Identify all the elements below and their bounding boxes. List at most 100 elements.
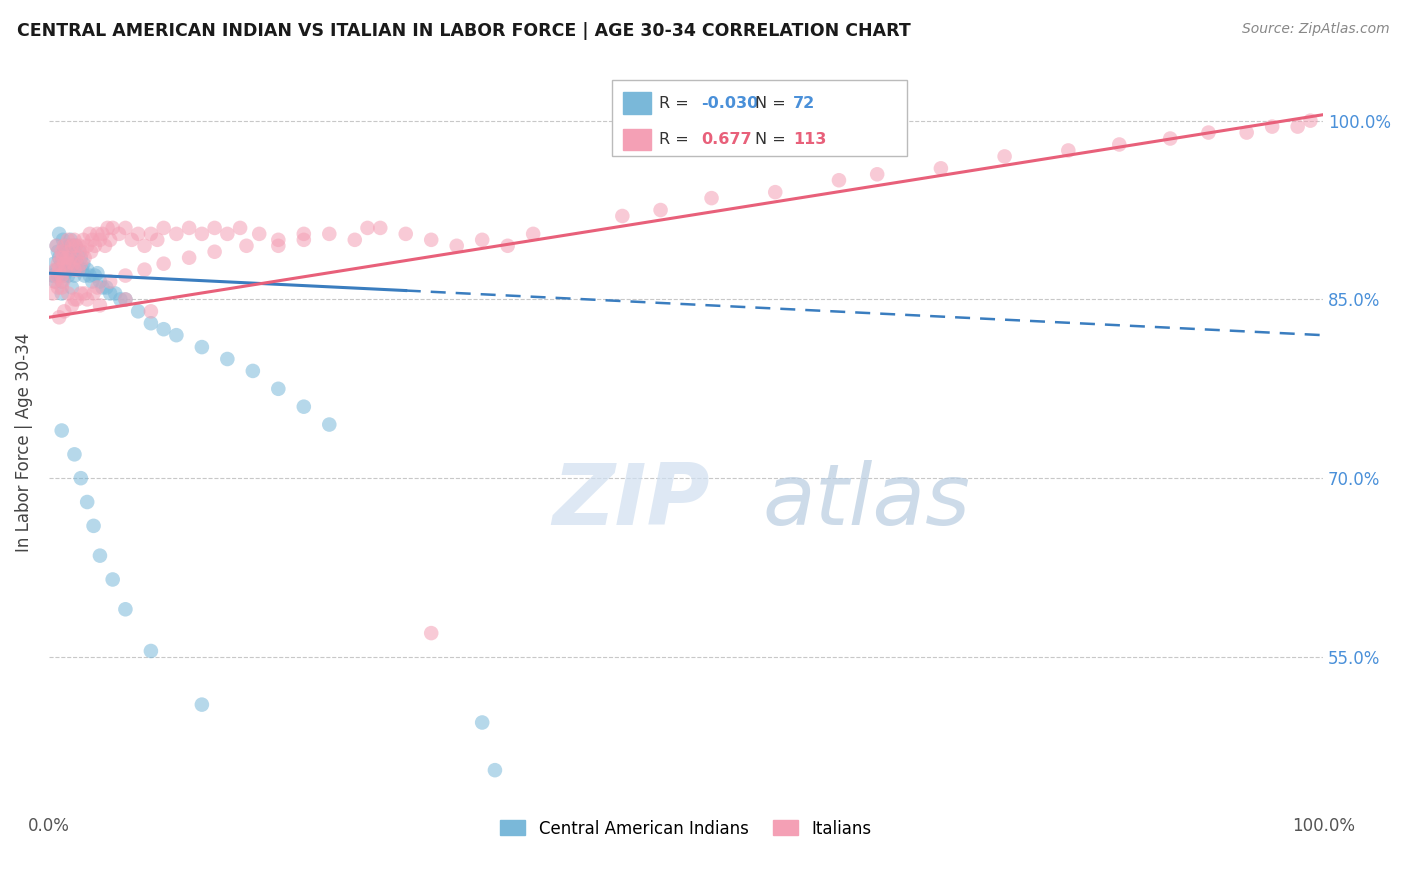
Point bbox=[83, 268, 105, 283]
Point bbox=[52, 251, 75, 265]
Point bbox=[51, 275, 73, 289]
Point bbox=[994, 149, 1017, 163]
Point bbox=[65, 239, 87, 253]
Point bbox=[58, 244, 80, 259]
Point bbox=[89, 233, 111, 247]
Point bbox=[446, 239, 468, 253]
Point bbox=[59, 233, 82, 247]
Point bbox=[94, 239, 117, 253]
Point bbox=[420, 233, 443, 247]
Point bbox=[146, 233, 169, 247]
Point bbox=[127, 304, 149, 318]
Point bbox=[91, 280, 114, 294]
Point bbox=[76, 495, 98, 509]
Point bbox=[42, 286, 65, 301]
Point bbox=[48, 251, 70, 265]
Point bbox=[69, 251, 91, 265]
Point bbox=[191, 698, 214, 712]
Point bbox=[63, 447, 86, 461]
Point bbox=[828, 173, 851, 187]
Point bbox=[114, 293, 136, 307]
Point bbox=[110, 293, 132, 307]
Text: ZIP: ZIP bbox=[553, 460, 710, 543]
Point bbox=[139, 316, 162, 330]
Point bbox=[139, 304, 162, 318]
Point bbox=[165, 227, 187, 241]
Point bbox=[62, 257, 84, 271]
Point bbox=[53, 268, 76, 283]
Point bbox=[79, 268, 101, 283]
Point bbox=[101, 221, 124, 235]
Point bbox=[70, 244, 93, 259]
Point bbox=[55, 262, 77, 277]
Point bbox=[66, 293, 89, 307]
Point bbox=[73, 286, 96, 301]
Point bbox=[114, 602, 136, 616]
Point bbox=[1159, 131, 1181, 145]
Point bbox=[80, 244, 103, 259]
Point bbox=[91, 227, 114, 241]
Point bbox=[53, 304, 76, 318]
Point bbox=[67, 262, 90, 277]
Point bbox=[60, 239, 83, 253]
Point bbox=[66, 257, 89, 271]
Point bbox=[63, 262, 86, 277]
Point bbox=[763, 185, 786, 199]
Point bbox=[267, 239, 290, 253]
Point bbox=[69, 286, 91, 301]
Point bbox=[247, 227, 270, 241]
Point bbox=[56, 286, 79, 301]
Point bbox=[58, 262, 80, 277]
Point bbox=[53, 244, 76, 259]
Point bbox=[496, 239, 519, 253]
Text: R =: R = bbox=[659, 132, 695, 147]
Point bbox=[69, 257, 91, 271]
Point bbox=[52, 233, 75, 247]
Point bbox=[56, 244, 79, 259]
Point bbox=[46, 280, 69, 294]
Text: 72: 72 bbox=[793, 95, 815, 111]
Point bbox=[650, 202, 672, 217]
Point bbox=[44, 275, 66, 289]
Point bbox=[60, 280, 83, 294]
Point bbox=[104, 286, 127, 301]
Point bbox=[49, 251, 72, 265]
Point bbox=[51, 244, 73, 259]
Point bbox=[67, 262, 90, 277]
Point bbox=[1299, 113, 1322, 128]
Point bbox=[108, 227, 131, 241]
Point bbox=[292, 400, 315, 414]
Point bbox=[45, 239, 67, 253]
Text: 0.677: 0.677 bbox=[702, 132, 752, 147]
Point bbox=[191, 340, 214, 354]
Point bbox=[217, 227, 239, 241]
Point bbox=[51, 286, 73, 301]
Point bbox=[86, 280, 108, 294]
Point bbox=[51, 280, 73, 294]
Point bbox=[51, 268, 73, 283]
Point bbox=[52, 262, 75, 277]
Point bbox=[471, 233, 494, 247]
Point bbox=[292, 233, 315, 247]
Point bbox=[82, 275, 104, 289]
Point bbox=[76, 239, 98, 253]
Point bbox=[134, 262, 156, 277]
Point bbox=[45, 239, 67, 253]
Point bbox=[1286, 120, 1309, 134]
Point bbox=[53, 257, 76, 271]
Point bbox=[395, 227, 418, 241]
Point bbox=[98, 275, 121, 289]
Point bbox=[65, 239, 87, 253]
Point bbox=[134, 239, 156, 253]
Point bbox=[98, 233, 121, 247]
Point bbox=[56, 233, 79, 247]
Point bbox=[53, 239, 76, 253]
Point bbox=[63, 251, 86, 265]
Point bbox=[96, 280, 118, 294]
Point bbox=[42, 275, 65, 289]
Point bbox=[46, 244, 69, 259]
Point bbox=[51, 424, 73, 438]
Point bbox=[152, 221, 174, 235]
Point bbox=[179, 251, 201, 265]
Point bbox=[82, 233, 104, 247]
